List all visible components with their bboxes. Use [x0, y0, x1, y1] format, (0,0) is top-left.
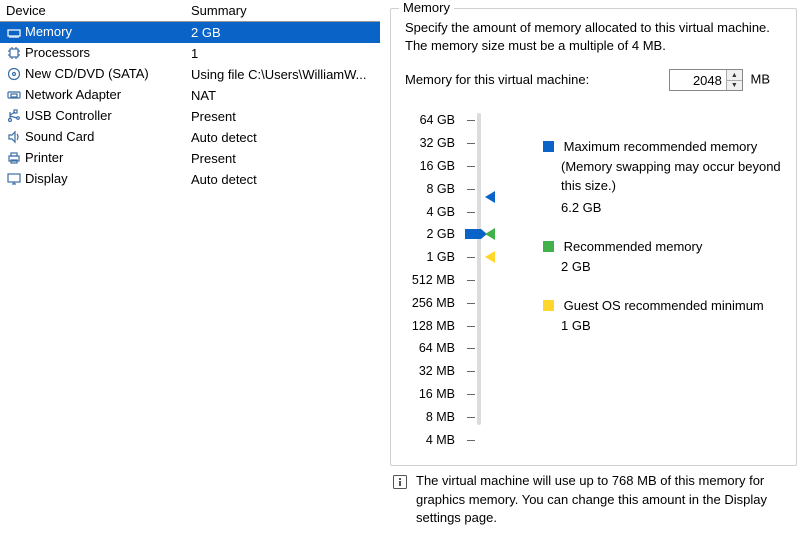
track-line: [477, 113, 481, 425]
scale-tick: [467, 348, 475, 349]
scale-label: 16 GB: [405, 155, 455, 178]
memory-settings-panel: Memory Specify the amount of memory allo…: [380, 0, 807, 560]
device-summary: Present: [185, 148, 380, 169]
table-row[interactable]: Sound Card Auto detect: [0, 127, 380, 148]
device-list-panel: Device Summary Memory2 GBProcessors1New …: [0, 0, 380, 560]
table-row[interactable]: Network Adapter NAT: [0, 85, 380, 106]
scale-label: 32 GB: [405, 132, 455, 155]
table-row[interactable]: USB Controller Present: [0, 106, 380, 127]
scale-tick: [467, 303, 475, 304]
scale-tick: [467, 280, 475, 281]
device-icon: [6, 66, 22, 82]
memory-unit: MB: [750, 72, 770, 87]
memory-fieldset: Memory Specify the amount of memory allo…: [390, 8, 797, 466]
col-header-device[interactable]: Device: [0, 0, 185, 22]
device-name: Processors: [25, 45, 90, 60]
memory-input[interactable]: [670, 70, 726, 90]
legend-max-square: [543, 141, 554, 152]
memory-slider-area: 64 GB32 GB16 GB8 GB4 GB2 GB1 GB512 MB256…: [405, 109, 782, 451]
col-header-summary[interactable]: Summary: [185, 0, 380, 22]
recommended-memory-marker: [485, 228, 495, 240]
scale-label: 32 MB: [405, 360, 455, 383]
scale-tick: [467, 120, 475, 121]
table-row[interactable]: New CD/DVD (SATA) Using file C:\Users\Wil…: [0, 64, 380, 85]
scale-tick: [467, 189, 475, 190]
device-icon: [6, 87, 22, 103]
scale-label: 64 GB: [405, 109, 455, 132]
device-icon: [6, 45, 22, 61]
scale-label: 256 MB: [405, 292, 455, 315]
memory-section-title: Memory: [399, 0, 454, 15]
device-icon: [6, 108, 22, 124]
device-name: USB Controller: [25, 108, 112, 123]
legend-min: Guest OS recommended minimum 1 GB: [543, 298, 782, 335]
device-summary: Present: [185, 106, 380, 127]
device-name: Network Adapter: [25, 87, 121, 102]
memory-slider-handle[interactable]: [465, 229, 481, 239]
scale-label: 4 MB: [405, 429, 455, 452]
scale-tick: [467, 166, 475, 167]
scale-tick: [467, 394, 475, 395]
memory-legend: Maximum recommended memory (Memory swapp…: [493, 109, 782, 357]
scale-label: 8 MB: [405, 406, 455, 429]
table-row[interactable]: Display Auto detect: [0, 169, 380, 190]
device-summary: Auto detect: [185, 169, 380, 190]
scale-label: 128 MB: [405, 315, 455, 338]
spin-up-button[interactable]: ▲: [727, 70, 742, 81]
spinner-buttons: ▲ ▼: [726, 70, 742, 90]
table-row[interactable]: Memory 2 GB: [0, 22, 380, 43]
scale-tick: [467, 371, 475, 372]
max-memory-marker: [485, 191, 495, 203]
memory-spinner[interactable]: ▲ ▼: [669, 69, 743, 91]
device-summary: Auto detect: [185, 127, 380, 148]
scale-label: 2 GB: [405, 223, 455, 246]
table-row[interactable]: Processors 1: [0, 43, 380, 64]
info-icon: [392, 474, 408, 490]
device-name: Display: [25, 171, 68, 186]
footer-note: The virtual machine will use up to 768 M…: [390, 466, 797, 527]
scale-tick: [467, 257, 475, 258]
memory-input-row: Memory for this virtual machine: ▲ ▼ MB: [405, 69, 782, 91]
device-name: Sound Card: [25, 129, 94, 144]
scale-tick: [467, 417, 475, 418]
legend-rec: Recommended memory 2 GB: [543, 239, 782, 276]
memory-scale: 64 GB32 GB16 GB8 GB4 GB2 GB1 GB512 MB256…: [405, 109, 463, 451]
scale-label: 16 MB: [405, 383, 455, 406]
scale-tick: [467, 440, 475, 441]
scale-tick: [467, 326, 475, 327]
device-summary: Using file C:\Users\WilliamW...: [185, 64, 380, 85]
memory-track[interactable]: [463, 109, 493, 429]
scale-tick: [467, 212, 475, 213]
scale-label: 1 GB: [405, 246, 455, 269]
device-name: Memory: [25, 24, 72, 39]
scale-tick: [467, 143, 475, 144]
device-summary: 1: [185, 43, 380, 64]
legend-min-square: [543, 300, 554, 311]
table-row[interactable]: Printer Present: [0, 148, 380, 169]
device-icon: [6, 150, 22, 166]
device-icon: [6, 25, 22, 41]
min-memory-marker: [485, 251, 495, 263]
memory-description: Specify the amount of memory allocated t…: [405, 19, 782, 55]
device-name: New CD/DVD (SATA): [25, 66, 149, 81]
device-table: Device Summary Memory2 GBProcessors1New …: [0, 0, 380, 190]
device-icon: [6, 129, 22, 145]
scale-label: 512 MB: [405, 269, 455, 292]
device-summary: NAT: [185, 85, 380, 106]
scale-label: 64 MB: [405, 337, 455, 360]
device-name: Printer: [25, 150, 63, 165]
legend-max: Maximum recommended memory (Memory swapp…: [543, 139, 782, 217]
legend-rec-square: [543, 241, 554, 252]
device-icon: [6, 171, 22, 187]
memory-input-label: Memory for this virtual machine:: [405, 72, 589, 87]
device-summary: 2 GB: [185, 22, 380, 43]
spin-down-button[interactable]: ▼: [727, 81, 742, 91]
scale-label: 4 GB: [405, 201, 455, 224]
scale-label: 8 GB: [405, 178, 455, 201]
